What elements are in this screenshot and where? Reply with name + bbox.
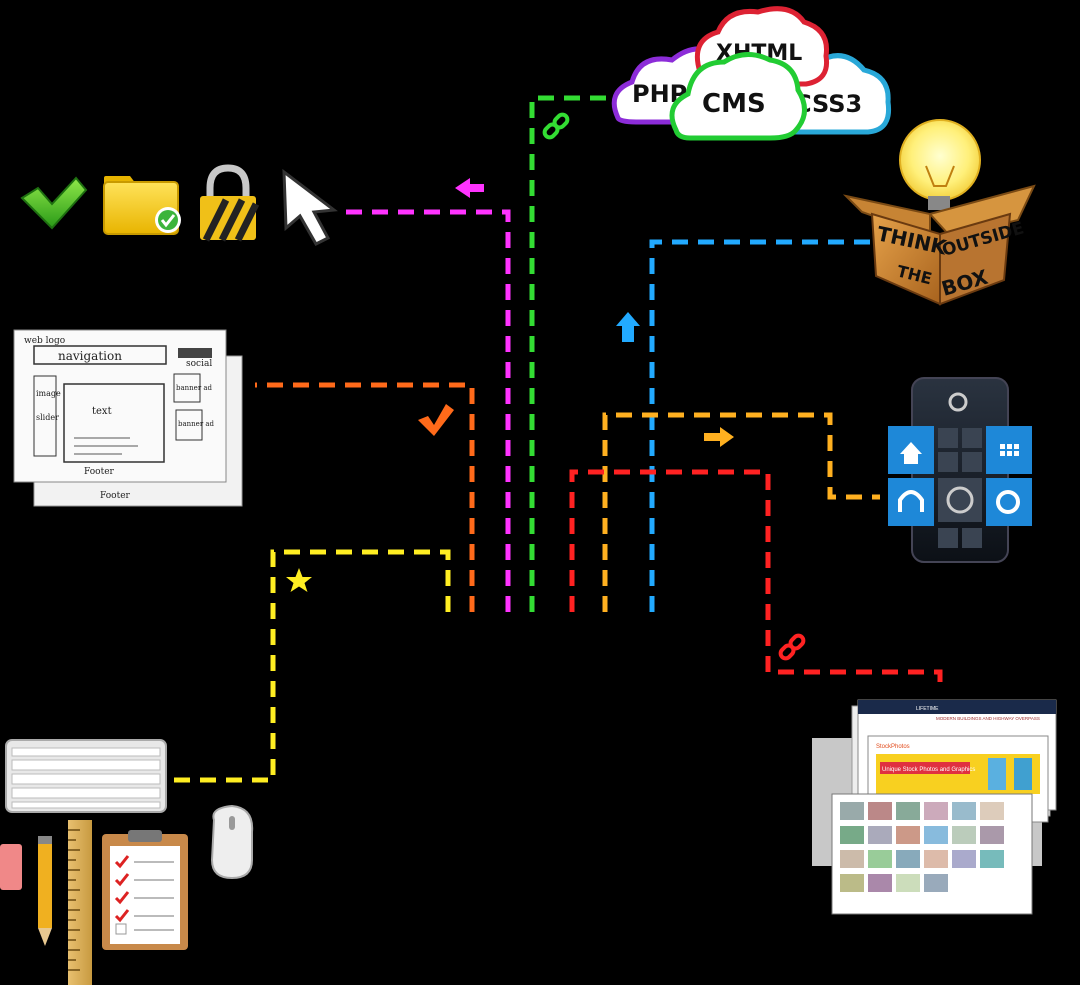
folder-check-icon	[103, 176, 181, 235]
lightbulb-icon	[899, 119, 981, 201]
amber-connector	[602, 412, 880, 612]
sketch-slider-label: slider	[36, 413, 59, 422]
mockup-logo-label: StockPhotos	[876, 744, 910, 750]
padlock-icon	[200, 164, 260, 242]
pencil-icon	[38, 836, 52, 946]
arrow-right-icon	[704, 427, 734, 447]
star-icon	[286, 568, 312, 592]
think-outside-box: THINK OUTSIDE THE BOX	[842, 119, 1036, 306]
sketch-footer1-label: Footer	[84, 467, 115, 477]
arrow-up-icon	[616, 312, 640, 342]
sketch-navigation-label: navigation	[58, 349, 122, 363]
photo-grid	[840, 802, 1004, 892]
link-icon	[778, 633, 806, 661]
sketch-footer2-label: Footer	[100, 491, 131, 501]
home-icon	[900, 442, 922, 464]
connector-lines	[170, 95, 943, 783]
orange-connector	[255, 382, 475, 612]
keyboard-icon	[5, 739, 167, 813]
sketch-logo-label: web logo	[24, 336, 65, 346]
clipboard-checklist-icon	[102, 830, 188, 950]
ruler-icon	[68, 820, 92, 985]
yellow-connector	[170, 549, 451, 783]
sketch-banner2-label: banner ad	[178, 420, 215, 428]
eraser-icon	[0, 844, 22, 890]
red-connector	[569, 469, 943, 690]
mockup-heading-label: MODERN BUILDINGS AND HIGHWAY OVERPASS	[936, 716, 1040, 721]
green-connector	[529, 95, 612, 612]
green-check-icon	[20, 176, 88, 230]
headphones-tile	[888, 478, 934, 526]
sketch-social-label: social	[186, 359, 212, 369]
phone-tile-grid	[888, 426, 1032, 548]
grid-tile	[986, 426, 1032, 474]
blue-connector	[649, 239, 872, 612]
grid-icon	[1000, 444, 1019, 456]
alarm-clock-icon	[946, 486, 974, 514]
search-icon	[948, 392, 968, 412]
cursor-icon	[282, 168, 338, 246]
link-icon	[542, 112, 570, 140]
headphones-icon	[898, 490, 924, 512]
wireframe-sketch: web logo navigation social image slider …	[13, 329, 243, 507]
sketch-banner1-label: banner ad	[176, 384, 213, 392]
cms-cloud: CMS	[669, 52, 807, 141]
connector-markers	[286, 112, 806, 661]
power-icon	[996, 490, 1020, 514]
smartphone	[888, 377, 1032, 563]
power-tile	[986, 478, 1032, 526]
sketch-image-label: image	[36, 389, 61, 398]
mouse-icon	[210, 804, 254, 880]
cms-label: CMS	[702, 89, 766, 119]
sketch-text-label: text	[92, 406, 112, 417]
arrow-left-icon	[455, 178, 484, 198]
technology-clouds: PHP CSS3 XHTML CMS	[611, 6, 892, 141]
checkmark-icon	[418, 404, 454, 436]
website-screenshots: LIFETIME MODERN BUILDINGS AND HIGHWAY OV…	[812, 699, 1057, 915]
mockup-header-label: LIFETIME	[916, 706, 939, 712]
mockup-banner-label: Unique Stock Photos and Graphics	[882, 767, 975, 773]
magenta-connector	[346, 209, 511, 612]
